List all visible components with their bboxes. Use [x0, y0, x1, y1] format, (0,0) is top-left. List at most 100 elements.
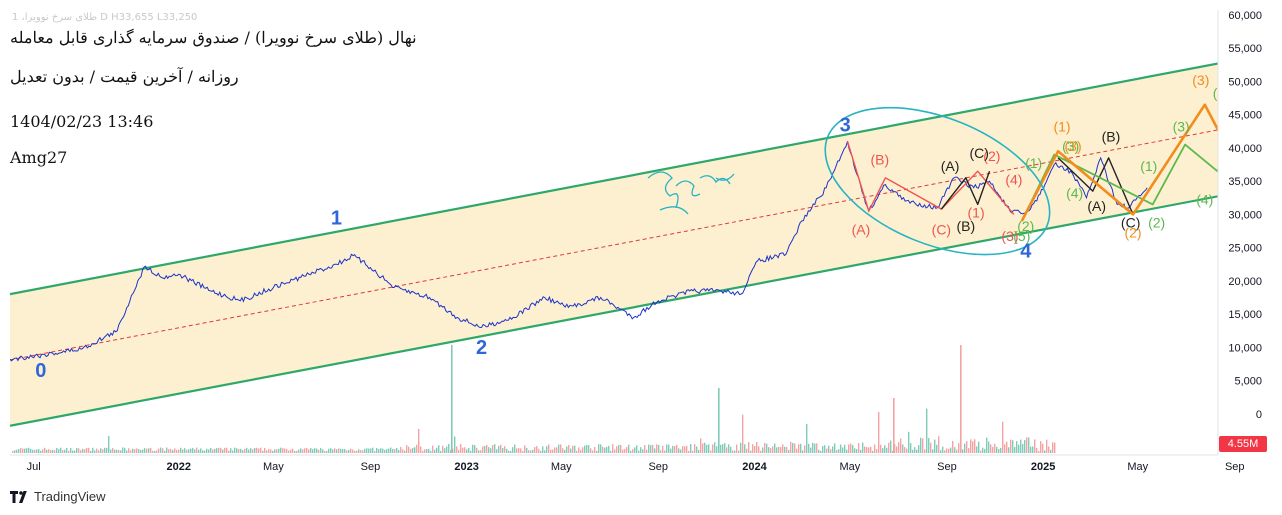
volume-bar	[94, 450, 96, 453]
x-tick-label: Sep	[937, 461, 957, 473]
volume-bar	[364, 448, 366, 453]
volume-bar	[852, 445, 854, 453]
volume-bar	[502, 447, 504, 453]
volume-bar	[22, 448, 24, 453]
volume-bar	[754, 445, 756, 453]
volume-bar	[460, 444, 462, 453]
volume-bar	[1008, 447, 1010, 453]
volume-bar	[126, 450, 128, 453]
volume-bar	[878, 412, 880, 453]
volume-bar	[660, 450, 662, 453]
volume-bar	[230, 448, 232, 453]
volume-bar	[870, 446, 872, 453]
volume-bar	[590, 448, 592, 453]
volume-bar	[472, 444, 474, 453]
volume-bar	[370, 448, 372, 453]
volume-bar	[224, 447, 226, 453]
volume-bar	[14, 450, 16, 453]
volume-bar	[1038, 450, 1040, 453]
volume-bar	[18, 449, 20, 453]
symbol-ohlc-readout: 1 ،طلای سرخ نوویرا D H33,655 L33,250	[12, 12, 198, 23]
volume-bar	[288, 450, 290, 453]
volume-bar	[408, 446, 410, 453]
volume-bar	[334, 448, 336, 453]
volume-bar	[112, 447, 114, 453]
volume-bar	[648, 444, 650, 453]
volume-bar	[156, 450, 158, 453]
volume-bar	[1046, 439, 1048, 453]
volume-bar	[178, 449, 180, 453]
volume-bar	[308, 449, 310, 453]
volume-bar	[914, 447, 916, 453]
volume-bar	[216, 448, 218, 453]
volume-bar	[884, 445, 886, 453]
volume-bar	[910, 443, 912, 453]
volume-bar	[998, 449, 1000, 453]
volume-bar	[286, 449, 288, 453]
volume-bar	[746, 448, 748, 453]
volume-bar	[900, 438, 902, 453]
x-tick-label: May	[263, 461, 284, 473]
volume-bar	[562, 448, 564, 453]
chart-author: Amg27	[10, 148, 68, 167]
volume-bar	[876, 449, 878, 453]
volume-bar	[712, 444, 714, 453]
volume-bar	[1016, 441, 1018, 453]
volume-bar	[684, 446, 686, 453]
volume-bar	[52, 449, 54, 453]
wave-label: (5)	[1013, 228, 1030, 244]
volume-bar	[172, 450, 174, 453]
volume-bar	[724, 443, 726, 453]
volume-bar	[680, 449, 682, 453]
y-tick-label: 0	[1256, 409, 1262, 421]
volume-bar	[264, 447, 266, 453]
volume-bar	[226, 447, 228, 453]
volume-bar	[618, 445, 620, 453]
volume-bar	[202, 450, 204, 453]
volume-bar	[314, 448, 316, 453]
volume-bar	[36, 449, 38, 453]
volume-bar	[138, 449, 140, 453]
volume-bar	[534, 447, 536, 453]
volume-bar	[176, 449, 178, 453]
volume-bar	[480, 450, 482, 453]
wave-label: (5)	[1213, 85, 1230, 101]
volume-bar	[404, 450, 406, 453]
volume-bar	[834, 443, 836, 453]
volume-bar	[276, 449, 278, 453]
volume-bar	[824, 445, 826, 453]
volume-bar	[862, 442, 864, 453]
volume-bar	[682, 446, 684, 453]
volume-bar	[290, 449, 292, 453]
volume-bar	[96, 448, 98, 453]
volume-bar	[696, 446, 698, 453]
volume-bar	[154, 450, 156, 453]
tradingview-footer[interactable]: TradingView	[10, 489, 106, 504]
volume-bar	[232, 450, 234, 453]
volume-bar	[1028, 437, 1030, 453]
volume-bar	[1010, 439, 1012, 453]
volume-bar	[776, 447, 778, 453]
volume-bar	[974, 439, 976, 453]
volume-bar	[186, 449, 188, 453]
y-tick-label: 30,000	[1228, 209, 1262, 221]
volume-bar	[554, 447, 556, 453]
volume-bar	[984, 449, 986, 453]
volume-bar	[840, 444, 842, 453]
volume-bar	[26, 448, 28, 453]
volume-bar	[692, 450, 694, 453]
volume-bar	[298, 449, 300, 453]
volume-bar	[930, 442, 932, 453]
volume-bar	[266, 450, 268, 453]
volume-bar	[604, 447, 606, 453]
volume-bar	[548, 444, 550, 453]
wave-label: (2)	[1017, 218, 1034, 234]
volume-bar	[1050, 449, 1052, 453]
volume-bar	[918, 445, 920, 453]
volume-bar	[924, 449, 926, 453]
volume-bar	[868, 447, 870, 453]
volume-bar	[366, 448, 368, 453]
volume-bar	[220, 447, 222, 453]
volume-bar	[392, 449, 394, 453]
